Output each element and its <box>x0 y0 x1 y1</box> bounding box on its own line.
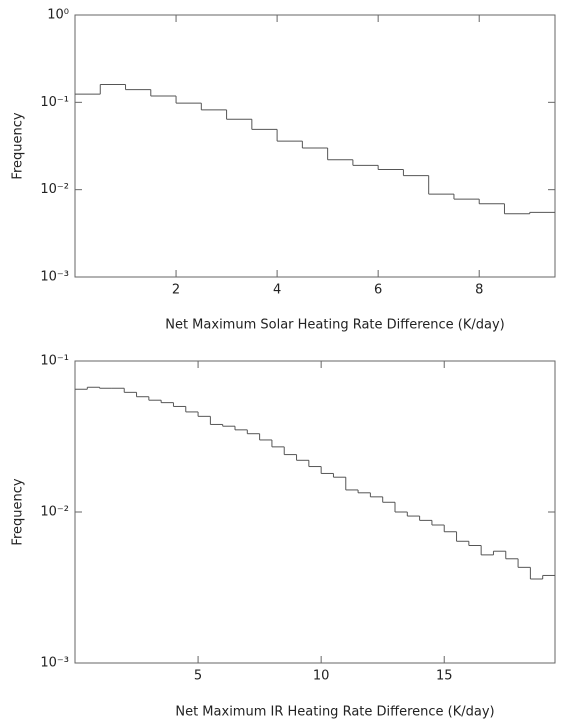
plot-frame <box>74 360 556 664</box>
x-tick-label: 15 <box>436 669 453 684</box>
y-tick-label: 10⁻¹ <box>40 354 69 369</box>
x-axis-label: Net Maximum IR Heating Rate Difference (… <box>175 705 494 720</box>
y-tick-label: 10⁻² <box>40 182 69 197</box>
y-tick-label: 10⁻¹ <box>40 95 69 110</box>
y-axis-label: Frequency <box>11 112 26 179</box>
x-tick-label: 4 <box>273 283 281 298</box>
y-tick-label: 10⁻³ <box>40 656 69 671</box>
x-tick-label: 2 <box>172 283 180 298</box>
y-tick-label: 10⁰ <box>47 8 69 23</box>
x-tick-label: 6 <box>374 283 382 298</box>
plot-frame <box>74 14 556 278</box>
x-tick-label: 8 <box>475 283 483 298</box>
y-tick-label: 10⁻³ <box>40 270 69 285</box>
x-tick-label: 10 <box>313 669 330 684</box>
x-axis-label: Net Maximum Solar Heating Rate Differenc… <box>165 318 505 333</box>
x-tick-label: 5 <box>194 669 202 684</box>
y-axis-label: Frequency <box>11 478 26 545</box>
y-tick-label: 10⁻² <box>40 505 69 520</box>
